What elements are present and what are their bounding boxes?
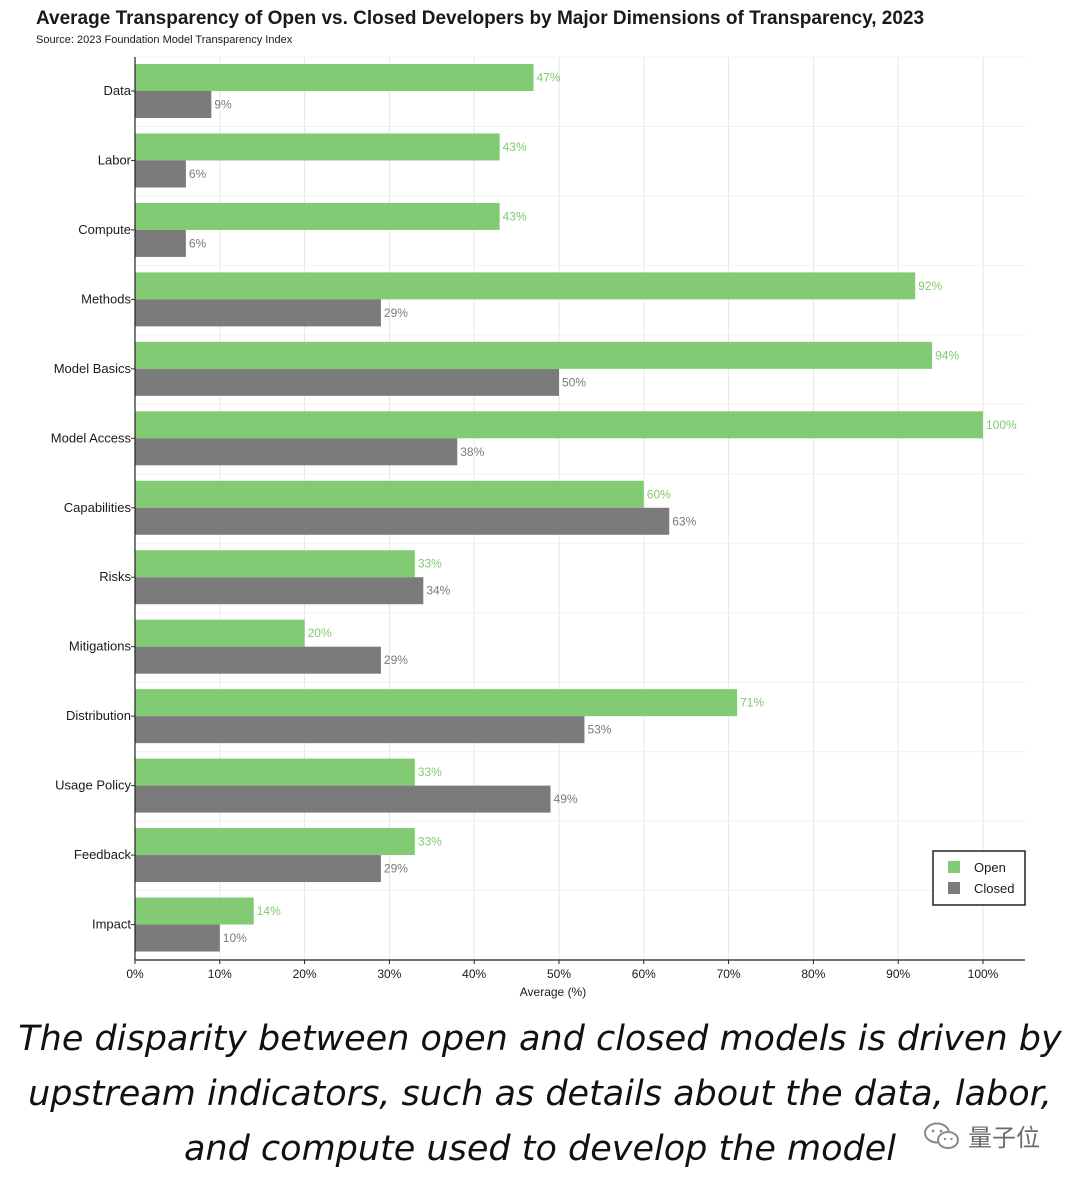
legend-swatch-closed	[948, 882, 960, 894]
data-label-closed-model-basics: 50%	[562, 375, 586, 389]
category-label-distribution: Distribution	[66, 708, 131, 723]
category-label-data: Data	[104, 83, 132, 98]
data-label-open-model-access: 100%	[986, 418, 1017, 432]
data-label-open-impact: 14%	[257, 904, 281, 918]
category-label-risks: Risks	[99, 569, 131, 584]
watermark-text: 量子位	[968, 1124, 1040, 1152]
data-label-closed-impact: 10%	[223, 931, 247, 945]
x-axis-label: Average (%)	[520, 985, 586, 999]
data-label-closed-labor: 6%	[189, 167, 207, 181]
bar-closed-feedback	[135, 855, 381, 883]
category-label-labor: Labor	[98, 152, 132, 167]
bar-open-mitigations	[135, 619, 305, 647]
bar-open-methods	[135, 272, 916, 300]
bar-closed-usage-policy	[135, 785, 551, 813]
data-label-closed-compute: 6%	[189, 236, 207, 250]
x-tick-label-90: 90%	[886, 967, 910, 981]
category-label-usage-policy: Usage Policy	[55, 778, 131, 793]
bar-closed-model-access	[135, 438, 458, 466]
data-label-open-labor: 43%	[503, 140, 527, 154]
data-label-open-capabilities: 60%	[647, 487, 671, 501]
wechat-icon	[924, 1122, 959, 1149]
caption-line-2: upstream indicators, such as details abo…	[28, 1074, 1052, 1114]
bar-closed-compute	[135, 229, 186, 257]
category-label-methods: Methods	[81, 291, 131, 306]
x-tick-label-20: 20%	[293, 967, 317, 981]
legend-label-closed: Closed	[974, 881, 1014, 896]
x-tick-label-80: 80%	[801, 967, 825, 981]
data-label-open-methods: 92%	[918, 279, 942, 293]
legend: Open Closed	[932, 850, 1026, 906]
data-label-closed-methods: 29%	[384, 306, 408, 320]
bar-open-compute	[135, 202, 500, 230]
legend-swatch-open	[948, 861, 960, 873]
bar-chart: 47% 9% Data 43% 6% Labor 43% 6% Compute 92% 29% Met…	[51, 56, 1026, 999]
x-tick-label-50: 50%	[547, 967, 571, 981]
data-label-closed-model-access: 38%	[460, 445, 484, 459]
data-label-closed-risks: 34%	[426, 584, 450, 598]
bar-open-impact	[135, 897, 254, 925]
x-tick-label-0: 0%	[126, 967, 144, 981]
category-label-mitigations: Mitigations	[69, 639, 132, 654]
x-tick-label-10: 10%	[208, 967, 232, 981]
bar-closed-risks	[135, 577, 424, 605]
data-label-closed-capabilities: 63%	[672, 514, 696, 528]
data-label-closed-feedback: 29%	[384, 862, 408, 876]
bar-open-risks	[135, 550, 415, 578]
data-label-open-risks: 33%	[418, 557, 442, 571]
x-tick-label-100: 100%	[968, 967, 999, 981]
bar-open-capabilities	[135, 480, 644, 508]
bar-closed-methods	[135, 299, 381, 327]
legend-label-open: Open	[974, 860, 1006, 875]
data-label-open-compute: 43%	[503, 209, 527, 223]
bar-closed-model-basics	[135, 368, 559, 396]
data-label-open-mitigations: 20%	[308, 626, 332, 640]
data-label-closed-data: 9%	[214, 98, 232, 112]
data-label-closed-mitigations: 29%	[384, 653, 408, 667]
bar-open-distribution	[135, 689, 738, 717]
x-tick-label-70: 70%	[717, 967, 741, 981]
bar-open-labor	[135, 133, 500, 161]
data-label-open-model-basics: 94%	[935, 348, 959, 362]
bar-open-model-basics	[135, 341, 933, 369]
chart-subtitle: Source: 2023 Foundation Model Transparen…	[36, 34, 293, 46]
category-label-model-access: Model Access	[51, 430, 132, 445]
bar-closed-mitigations	[135, 646, 381, 674]
category-label-feedback: Feedback	[74, 847, 132, 862]
data-label-closed-distribution: 53%	[587, 723, 611, 737]
data-label-open-data: 47%	[537, 71, 561, 85]
bar-closed-distribution	[135, 716, 585, 744]
data-label-closed-usage-policy: 49%	[554, 792, 578, 806]
x-tick-label-60: 60%	[632, 967, 656, 981]
watermark: 量子位	[922, 1118, 1040, 1153]
x-tick-label-30: 30%	[377, 967, 401, 981]
data-label-open-feedback: 33%	[418, 835, 442, 849]
category-label-impact: Impact	[92, 917, 131, 932]
data-label-open-usage-policy: 33%	[418, 765, 442, 779]
category-label-compute: Compute	[78, 222, 131, 237]
x-tick-label-40: 40%	[462, 967, 486, 981]
legend-box	[932, 850, 1026, 906]
category-label-capabilities: Capabilities	[64, 500, 132, 515]
bar-closed-labor	[135, 160, 186, 188]
bar-closed-impact	[135, 924, 220, 952]
data-label-open-distribution: 71%	[740, 696, 764, 710]
chart-title: Average Transparency of Open vs. Closed …	[36, 8, 925, 29]
bar-closed-data	[135, 91, 212, 118]
bar-open-model-access	[135, 411, 983, 439]
category-label-model-basics: Model Basics	[54, 361, 132, 376]
bar-open-data	[135, 64, 534, 91]
caption-line-1: The disparity between open and closed mo…	[18, 1019, 1062, 1059]
caption-line-3: and compute used to develop the model	[183, 1129, 897, 1169]
bar-open-feedback	[135, 828, 415, 856]
caption: The disparity between open and closed mo…	[0, 1012, 1080, 1177]
bar-closed-capabilities	[135, 507, 670, 535]
bar-open-usage-policy	[135, 758, 415, 786]
